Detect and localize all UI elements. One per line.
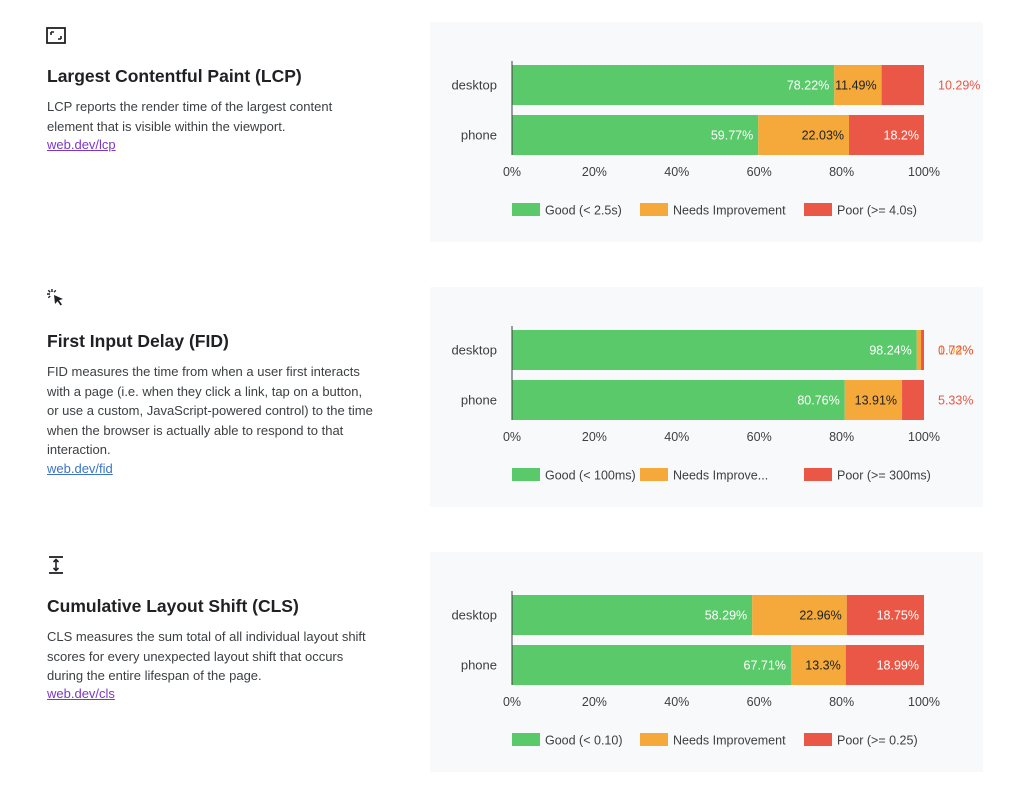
data-label: 59.77% <box>711 129 753 143</box>
legend-swatch <box>804 203 832 216</box>
data-label: 11.49% <box>835 79 876 93</box>
bar-segment <box>921 330 924 370</box>
chart-cls: desktop 58.29% 22.96% 18.75% phone 67.71% 13.3… <box>430 552 983 772</box>
legend-swatch <box>512 203 540 216</box>
data-label: 18.2% <box>884 129 919 143</box>
tick-label: 0% <box>503 165 521 179</box>
tick-label: 0% <box>503 430 521 444</box>
metric-section-lcp: Largest Contentful Paint (LCP) LCP repor… <box>0 0 1024 265</box>
tick-label: 0% <box>503 695 521 709</box>
data-label: 78.22% <box>787 79 829 93</box>
lcp-frame-icon <box>46 27 66 44</box>
data-label: 18.99% <box>877 659 919 673</box>
legend-swatch <box>640 468 668 481</box>
tick-label: 40% <box>664 165 689 179</box>
bar-segment <box>846 595 924 635</box>
chart-lcp: desktop 78.22% 11.49% 10.29% phone 59.77% 22.0… <box>430 22 983 242</box>
legend-swatch <box>804 733 832 746</box>
data-label: 80.76% <box>797 394 839 408</box>
metric-title: Cumulative Layout Shift (CLS) <box>47 596 299 616</box>
category-label: phone <box>461 658 497 673</box>
tick-label: 80% <box>829 430 854 444</box>
tick-label: 100% <box>908 430 940 444</box>
bar-segment <box>844 380 903 420</box>
legend-label: Good (< 0.10) <box>545 734 622 748</box>
tick-label: 100% <box>908 695 940 709</box>
bar-segment <box>758 115 850 155</box>
category-label: phone <box>461 128 497 143</box>
legend-swatch <box>512 468 540 481</box>
bar-segment <box>881 65 924 105</box>
data-label: 22.96% <box>799 609 841 623</box>
bar-segment <box>512 645 791 685</box>
legend-swatch <box>640 203 668 216</box>
bar-segment <box>790 645 846 685</box>
chart-fid: desktop 98.24% 1.04% 0.72% phone 80.76% 13.91%… <box>430 287 983 507</box>
metric-link[interactable]: web.dev/cls <box>47 686 115 701</box>
tick-label: 20% <box>582 695 607 709</box>
data-label: 1.04% <box>938 344 973 358</box>
data-label: 0.72% <box>938 344 973 358</box>
data-label: 58.29% <box>705 609 747 623</box>
tick-label: 60% <box>747 165 772 179</box>
data-label: 13.3% <box>805 659 840 673</box>
legend-swatch <box>804 468 832 481</box>
legend-label: Needs Improvement <box>673 734 786 748</box>
legend-label: Needs Improvement <box>673 204 786 218</box>
vertical-shift-icon <box>49 556 63 574</box>
tick-label: 40% <box>664 430 689 444</box>
metric-description: FID measures the time from when a user f… <box>47 364 373 457</box>
bar-segment <box>512 330 917 370</box>
tick-label: 20% <box>582 430 607 444</box>
tick-label: 100% <box>908 165 940 179</box>
bar-segment <box>849 115 924 155</box>
bar-segment <box>834 65 882 105</box>
data-label: 10.29% <box>938 79 980 93</box>
tick-label: 80% <box>829 695 854 709</box>
legend-swatch <box>512 733 540 746</box>
category-label: desktop <box>451 78 497 93</box>
category-label: desktop <box>451 343 497 358</box>
bar-segment <box>845 645 924 685</box>
metric-section-cls: Cumulative Layout Shift (CLS) CLS measur… <box>0 530 1024 795</box>
metric-description: LCP reports the render time of the large… <box>47 99 333 134</box>
data-label: 98.24% <box>869 344 911 358</box>
metric-section-fid: First Input Delay (FID) FID measures the… <box>0 265 1024 530</box>
data-label: 18.75% <box>877 609 919 623</box>
tick-label: 60% <box>747 695 772 709</box>
legend-label: Good (< 100ms) <box>545 469 636 483</box>
legend-label: Poor (>= 300ms) <box>837 469 931 483</box>
category-label: phone <box>461 393 497 408</box>
metric-description: CLS measures the sum total of all indivi… <box>47 629 366 683</box>
tick-label: 40% <box>664 695 689 709</box>
metric-link[interactable]: web.dev/fid <box>47 461 113 476</box>
category-label: desktop <box>451 608 497 623</box>
data-label: 22.03% <box>802 129 844 143</box>
data-label: 67.71% <box>744 659 786 673</box>
bar-segment <box>752 595 847 635</box>
metric-title: Largest Contentful Paint (LCP) <box>47 66 302 86</box>
bar-segment <box>512 380 845 420</box>
legend-label: Good (< 2.5s) <box>545 204 622 218</box>
bar-segment <box>512 115 759 155</box>
tick-label: 60% <box>747 430 772 444</box>
tick-label: 80% <box>829 165 854 179</box>
metric-title: First Input Delay (FID) <box>47 331 229 351</box>
legend-swatch <box>640 733 668 746</box>
metric-link[interactable]: web.dev/lcp <box>47 137 116 152</box>
bar-segment <box>902 380 924 420</box>
legend-label: Needs Improve... <box>673 469 768 483</box>
legend-label: Poor (>= 4.0s) <box>837 204 917 218</box>
cursor-click-icon <box>47 289 63 306</box>
tick-label: 20% <box>582 165 607 179</box>
bar-segment <box>512 65 835 105</box>
data-label: 13.91% <box>855 394 897 408</box>
bar-segment <box>916 330 922 370</box>
bar-segment <box>512 595 753 635</box>
legend-label: Poor (>= 0.25) <box>837 734 918 748</box>
data-label: 5.33% <box>938 394 973 408</box>
